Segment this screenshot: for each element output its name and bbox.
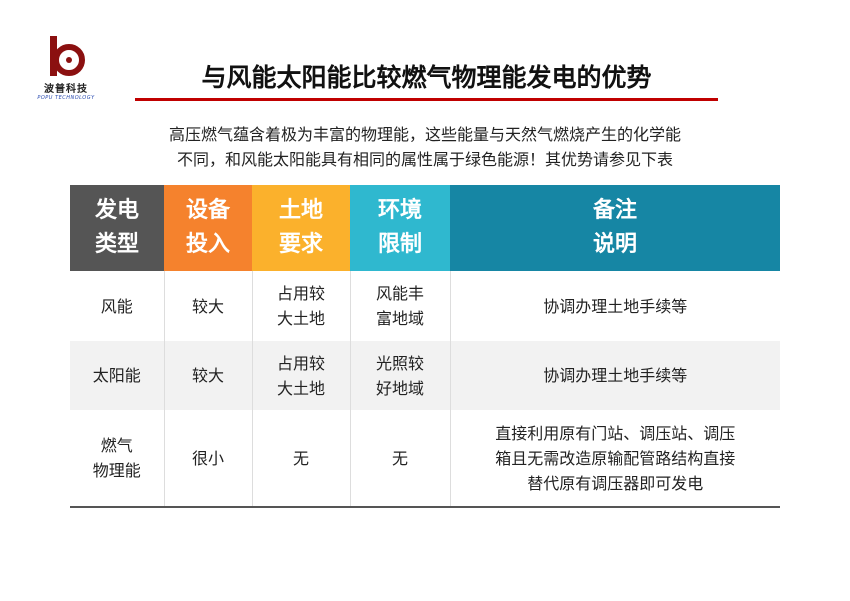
cell-text: 协调办理土地手续等: [543, 296, 688, 316]
cell-text: 较大: [191, 296, 224, 316]
cell-text: 太阳能: [92, 366, 141, 385]
cell-env: 风能丰 富地域: [349, 271, 450, 341]
cell-equip: 较大: [163, 341, 252, 410]
cell-note: 协调办理土地手续等: [449, 341, 780, 410]
cell-text: 大土地: [276, 378, 325, 398]
cell-text: 无: [391, 448, 408, 468]
cell-equip: 较大: [163, 271, 252, 341]
table-row: 太阳能 较大 占用较 大土地 光照较 好地域 协调办理土地手续等: [70, 341, 780, 410]
header-line: 限制: [377, 232, 422, 257]
cell-type: 风能: [70, 271, 164, 341]
cell-type: 燃气 物理能: [70, 410, 164, 508]
cell-note: 协调办理土地手续等: [449, 271, 780, 341]
logo-mark-icon: [50, 36, 85, 76]
cell-env: 无: [349, 410, 450, 508]
cell-type: 太阳能: [70, 341, 164, 410]
header-equipment: 设备 投入: [164, 185, 252, 271]
logo-text: 波普科技: [44, 84, 88, 95]
header-land: 土地 要求: [252, 185, 350, 271]
header-line: 要求: [278, 232, 323, 257]
intro-line: 高压燃气蕴含着极为丰富的物理能，这些能量与天然气燃烧产生的化学能: [168, 125, 681, 144]
header-line: 类型: [94, 232, 139, 257]
header-line: 土地: [278, 198, 323, 223]
cell-text: 燃气: [100, 436, 133, 455]
cell-text: 风能丰: [375, 284, 424, 303]
page-title: 与风能太阳能比较燃气物理能发电的优势: [135, 58, 718, 101]
cell-text: 替代原有调压器即可发电: [527, 473, 704, 493]
table-row: 风能 较大 占用较 大土地 风能丰 富地域 协调办理土地手续等: [70, 271, 780, 341]
comparison-table: 发电 类型 设备 投入 土地 要求 环境 限制 备注 说明 风能 较大 占用较 大土地 风能丰 富地域 协调办…: [70, 185, 780, 508]
header-environment: 环境 限制: [350, 185, 450, 271]
cell-text: 占用较: [276, 284, 325, 303]
header-line: 设备: [185, 198, 230, 223]
cell-land: 无: [251, 410, 350, 508]
cell-text: 富地域: [375, 309, 424, 328]
cell-text: 风能: [100, 296, 133, 316]
cell-text: 箱且无需改造原输配管路结构直接: [495, 448, 736, 468]
cell-text: 直接利用原有门站、调压站、调压: [495, 423, 736, 443]
intro-line: 不同，和风能太阳能具有相同的属性属于绿色能源！其优势请参见下表: [176, 150, 673, 169]
header-line: 说明: [592, 232, 637, 257]
cell-note: 直接利用原有门站、调压站、调压 箱且无需改造原输配管路结构直接 替代原有调压器即可发…: [449, 410, 780, 508]
cell-env: 光照较 好地域: [349, 341, 450, 410]
cell-text: 光照较: [375, 353, 424, 373]
cell-text: 物理能: [92, 461, 141, 480]
cell-equip: 很小: [163, 410, 252, 508]
cell-text: 较大: [191, 366, 224, 385]
cell-text: 大土地: [276, 309, 325, 328]
table-row: 燃气物理能 很小 无 无 直接利用原有门站、调压站、调压 箱且无需改造原输配管路结构直接替…: [70, 410, 780, 508]
header-line: 投入: [185, 232, 230, 257]
cell-land: 占用较 大土地: [251, 341, 350, 410]
header-note: 备注 说明: [450, 185, 780, 271]
intro-text: 高压燃气蕴含着极为丰富的物理能，这些能量与天然气燃烧产生的化学能 不同，和风能太…: [60, 122, 790, 172]
cell-text: 占用较: [276, 353, 325, 373]
header-line: 发电: [94, 198, 139, 223]
cell-land: 占用较 大土地: [251, 271, 350, 341]
logo: 波普科技 POPU TECHNOLOGY: [34, 34, 98, 101]
cell-text: 无: [292, 448, 309, 468]
cell-text: 好地域: [375, 378, 424, 398]
header-line: 备注: [592, 198, 637, 223]
header-line: 环境: [377, 198, 422, 223]
logo-subtext: POPU TECHNOLOGY: [37, 95, 95, 101]
cell-text: 很小: [191, 448, 224, 468]
header-type: 发电 类型: [70, 185, 164, 271]
cell-text: 协调办理土地手续等: [543, 366, 688, 385]
